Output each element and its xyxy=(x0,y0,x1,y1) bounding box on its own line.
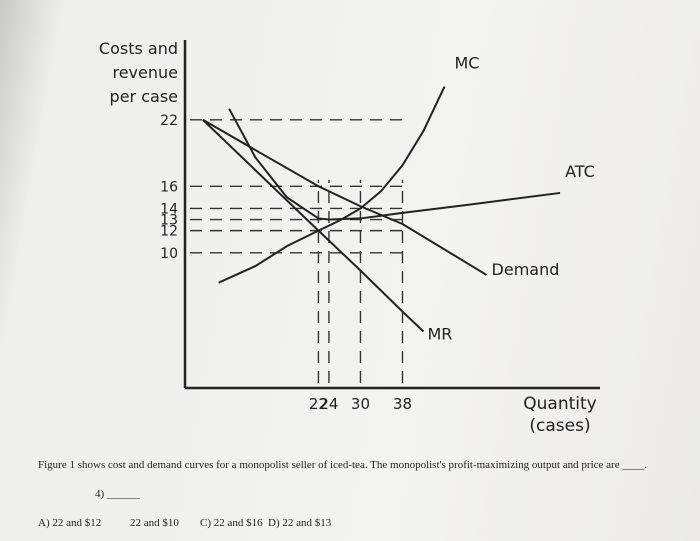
chart: Costs and revenue per case Quantity(cases) 2… xyxy=(99,39,600,436)
x-tick-label: 22 xyxy=(309,395,328,413)
y-axis-label: revenue xyxy=(112,63,178,82)
x-tick-label: 38 xyxy=(393,395,412,413)
y-tick-label: 10 xyxy=(160,246,178,262)
y-tick-label: 16 xyxy=(160,179,178,195)
question-text: Figure 1 shows cost and demand curves fo… xyxy=(38,459,648,471)
curve-label: Demand xyxy=(492,260,560,279)
curve xyxy=(218,86,446,284)
x-axis-label: (cases) xyxy=(529,416,590,436)
question-number: 4) ______ xyxy=(95,488,140,500)
choice[interactable]: A) 22 and $12 xyxy=(38,517,102,529)
y-tick-label: 13 xyxy=(160,213,178,229)
y-tick-label: 22 xyxy=(160,113,178,129)
y-tick-label: 12 xyxy=(160,224,178,240)
x-tick-label: 24 xyxy=(319,395,338,413)
curve-label: ATC xyxy=(565,162,595,181)
curve xyxy=(228,108,561,221)
x-axis-label: Quantity xyxy=(523,394,596,414)
y-axis-label: per case xyxy=(110,87,178,106)
x-tick-label: 30 xyxy=(351,395,370,413)
choice[interactable]: 22 and $10 xyxy=(130,517,179,529)
y-tick-label: 14 xyxy=(160,201,178,217)
y-axis-label: Costs and xyxy=(99,39,178,58)
choice[interactable]: D) 22 and $13 xyxy=(268,517,332,529)
curve-label: MC xyxy=(455,54,480,73)
curve-label: MR xyxy=(427,324,452,343)
curve xyxy=(202,118,488,276)
choice[interactable]: C) 22 and $16 xyxy=(200,517,263,529)
curve xyxy=(202,119,425,333)
